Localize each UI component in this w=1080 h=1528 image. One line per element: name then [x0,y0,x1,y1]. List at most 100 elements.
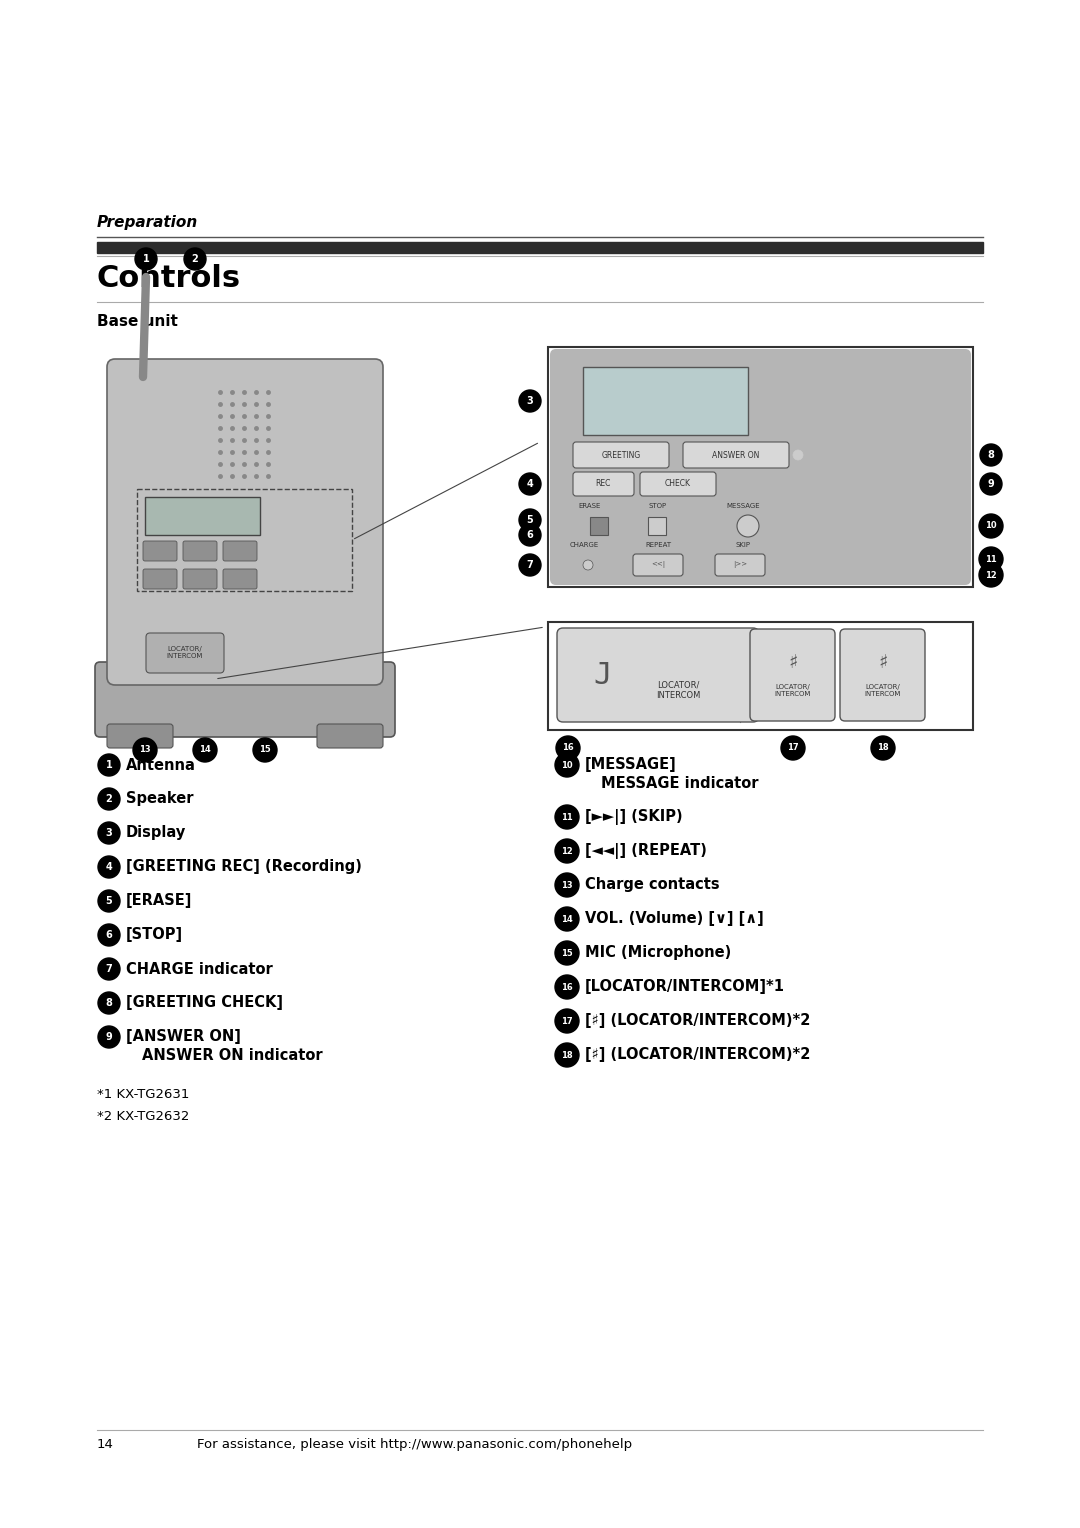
Circle shape [98,924,120,946]
Text: CHARGE: CHARGE [570,542,599,549]
Text: Antenna: Antenna [126,758,195,773]
FancyBboxPatch shape [573,472,634,497]
FancyBboxPatch shape [750,630,835,721]
Text: 12: 12 [562,847,572,856]
Text: 2: 2 [191,254,199,264]
Text: [ANSWER ON]: [ANSWER ON] [126,1030,241,1045]
Text: GREETING: GREETING [602,451,640,460]
Text: MESSAGE: MESSAGE [726,503,760,509]
Text: [LOCATOR/INTERCOM]*1: [LOCATOR/INTERCOM]*1 [585,979,785,995]
Text: 6: 6 [527,530,534,539]
Text: 15: 15 [259,746,271,755]
Text: 14: 14 [199,746,211,755]
FancyBboxPatch shape [107,359,383,685]
Text: 5: 5 [527,515,534,526]
Text: For assistance, please visit http://www.panasonic.com/phonehelp: For assistance, please visit http://www.… [197,1438,632,1452]
Text: 7: 7 [106,964,112,973]
Text: LOCATOR/
INTERCOM: LOCATOR/ INTERCOM [774,683,811,697]
Text: ANSWER ON: ANSWER ON [713,451,759,460]
Text: J: J [594,660,612,689]
Text: Controls: Controls [97,264,241,293]
Text: 10: 10 [562,761,572,770]
Text: Display: Display [126,825,186,840]
Text: CHARGE indicator: CHARGE indicator [126,961,273,976]
Text: VOL. (Volume) [∨] [∧]: VOL. (Volume) [∨] [∧] [585,912,764,926]
Circle shape [980,445,1002,466]
Text: ANSWER ON indicator: ANSWER ON indicator [141,1048,323,1063]
Circle shape [978,513,1003,538]
Text: 16: 16 [562,744,573,752]
Circle shape [555,908,579,931]
Circle shape [98,992,120,1015]
Text: LOCATOR/
INTERCOM: LOCATOR/ INTERCOM [166,646,203,660]
Circle shape [98,1025,120,1048]
Text: 12: 12 [985,570,997,579]
Text: 1: 1 [106,759,112,770]
Text: *1 KX-TG2631: *1 KX-TG2631 [97,1088,189,1100]
Circle shape [583,559,593,570]
Circle shape [555,805,579,830]
Text: STOP: STOP [649,503,667,509]
FancyBboxPatch shape [683,442,789,468]
Text: [►►|] (SKIP): [►►|] (SKIP) [585,808,683,825]
Circle shape [98,889,120,912]
Text: 10: 10 [985,521,997,530]
Text: SKIP: SKIP [735,542,751,549]
Bar [583,367,748,435]
Circle shape [793,451,804,460]
Circle shape [555,839,579,863]
Text: [STOP]: [STOP] [126,927,184,943]
Circle shape [193,738,217,762]
Text: 15: 15 [562,949,572,958]
FancyBboxPatch shape [183,568,217,588]
Text: 17: 17 [787,744,799,752]
Text: 11: 11 [562,813,572,822]
Text: 17: 17 [562,1016,572,1025]
FancyBboxPatch shape [222,541,257,561]
FancyBboxPatch shape [222,568,257,588]
FancyBboxPatch shape [715,555,765,576]
Text: 18: 18 [877,744,889,752]
FancyBboxPatch shape [550,348,971,585]
Text: [GREETING CHECK]: [GREETING CHECK] [126,996,283,1010]
Text: 4: 4 [527,478,534,489]
Text: [◄◄|] (REPEAT): [◄◄|] (REPEAT) [585,843,707,859]
FancyBboxPatch shape [107,724,173,749]
Text: 5: 5 [106,895,112,906]
FancyBboxPatch shape [143,568,177,588]
Text: Speaker: Speaker [126,792,193,807]
Circle shape [555,1008,579,1033]
Circle shape [980,474,1002,495]
Text: Charge contacts: Charge contacts [585,877,719,892]
Bar [97,241,983,254]
Circle shape [555,872,579,897]
Text: <<|: <<| [651,561,665,568]
Circle shape [519,509,541,532]
Circle shape [98,753,120,776]
Text: 13: 13 [139,746,151,755]
Text: MIC (Microphone): MIC (Microphone) [585,946,731,961]
Bar [548,347,973,587]
Text: 18: 18 [562,1051,572,1059]
Text: [MESSAGE]: [MESSAGE] [585,758,677,773]
Text: 7: 7 [527,559,534,570]
Circle shape [555,753,579,778]
Text: 6: 6 [106,931,112,940]
Circle shape [98,822,120,843]
FancyBboxPatch shape [146,633,224,672]
Text: 2: 2 [106,795,112,804]
Text: 4: 4 [106,862,112,872]
Text: 14: 14 [562,914,572,923]
Circle shape [519,555,541,576]
Circle shape [978,562,1003,587]
Text: 9: 9 [106,1031,112,1042]
Bar [137,489,352,591]
FancyBboxPatch shape [183,541,217,561]
Circle shape [135,248,157,270]
Circle shape [555,975,579,999]
Circle shape [555,941,579,966]
FancyBboxPatch shape [840,630,924,721]
Circle shape [555,1044,579,1067]
Circle shape [781,736,805,759]
Circle shape [519,474,541,495]
